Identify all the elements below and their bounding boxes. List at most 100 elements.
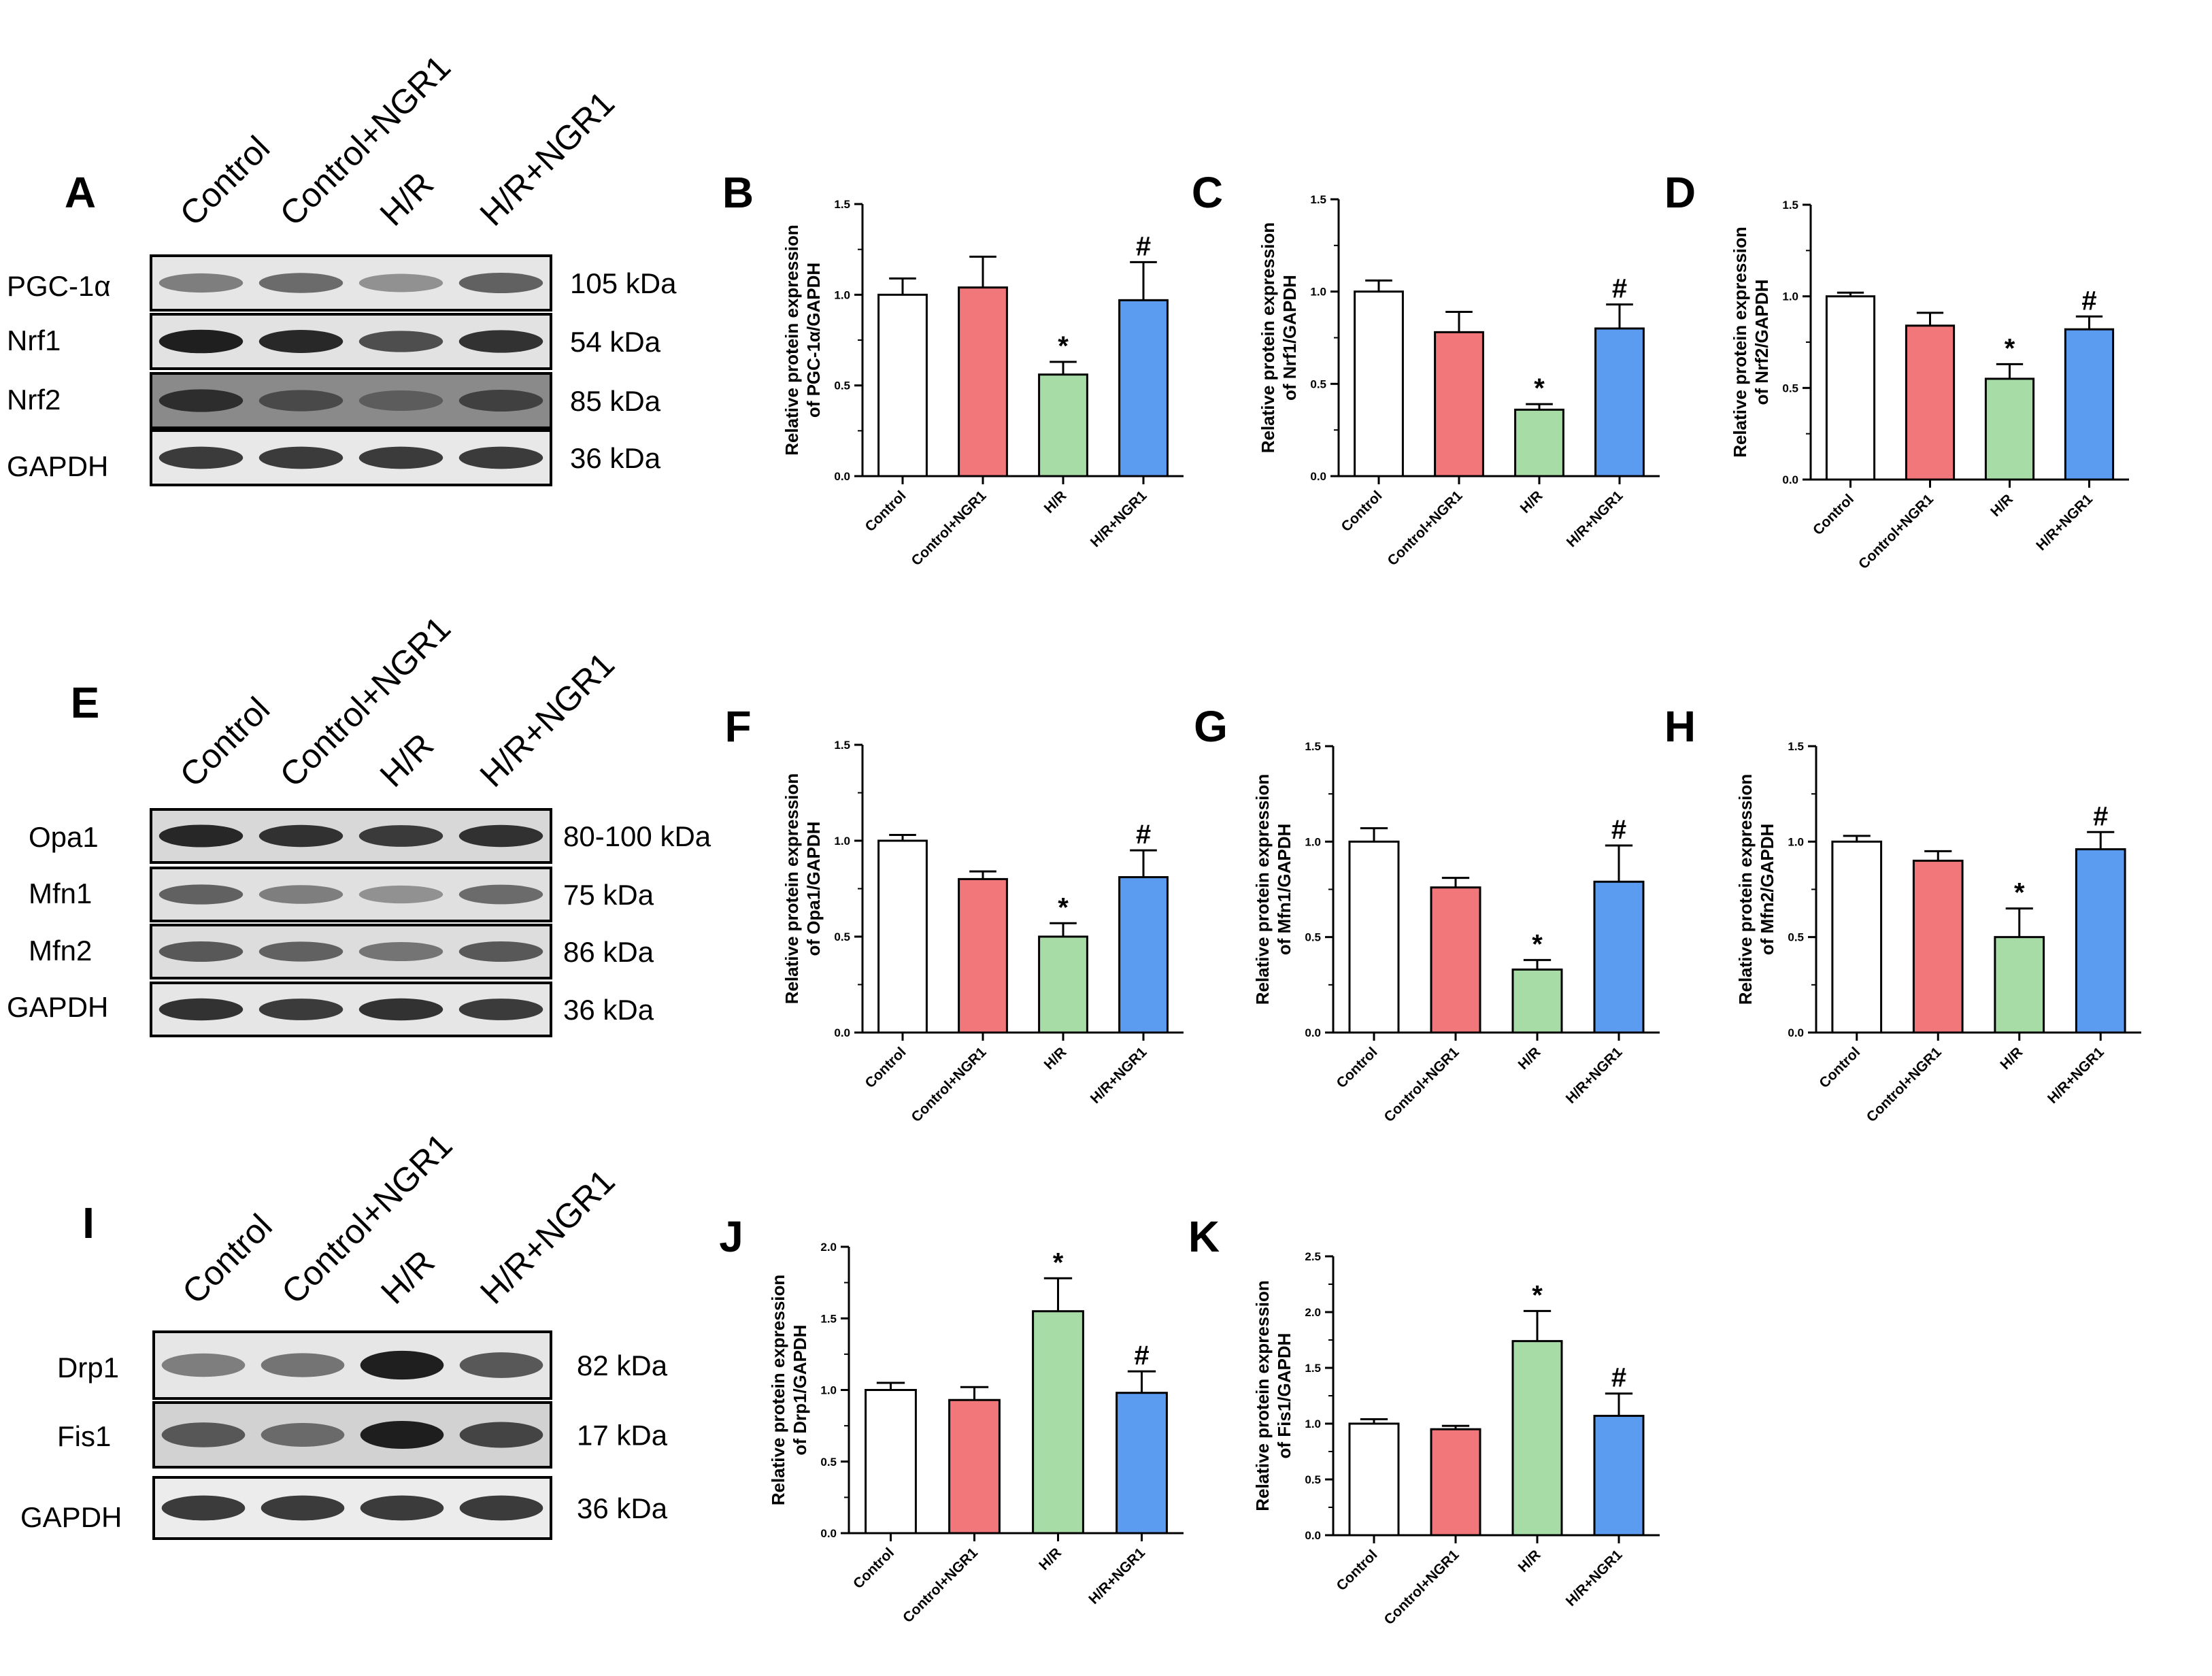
x-category-label: Control xyxy=(862,488,909,535)
protein-band xyxy=(358,885,443,904)
x-category-label: Control+NGR1 xyxy=(1385,488,1466,569)
y-axis-label: of Drp1/GAPDH xyxy=(790,1324,810,1455)
bar xyxy=(877,293,928,477)
y-tick-label: 0.0 xyxy=(1782,473,1798,486)
lane-label: Control xyxy=(173,690,278,794)
significance-star: * xyxy=(1534,373,1545,403)
y-axis-label: Relative protein expression xyxy=(782,773,802,1005)
x-category-label: H/R xyxy=(1518,488,1546,516)
protein-label: Mfn1 xyxy=(29,877,92,909)
protein-band xyxy=(458,824,543,848)
x-category-label: Control+NGR1 xyxy=(909,1044,990,1125)
protein-band xyxy=(360,1495,444,1521)
y-tick-label: 0.5 xyxy=(1305,931,1321,944)
y-tick-label: 0.5 xyxy=(1782,382,1798,395)
bar xyxy=(1354,290,1404,477)
protein-band xyxy=(458,390,543,412)
protein-band xyxy=(458,446,543,469)
y-tick-label: 0.5 xyxy=(834,380,850,392)
bar xyxy=(1511,1340,1563,1537)
x-category-label: Control xyxy=(1810,491,1857,538)
panel-letter: D xyxy=(1664,168,1696,217)
x-category-label: Control+NGR1 xyxy=(1381,1044,1462,1125)
panel-letter: A xyxy=(65,168,96,217)
protein-band xyxy=(258,941,343,962)
y-tick-label: 2.0 xyxy=(820,1241,837,1254)
protein-band xyxy=(358,390,443,412)
y-tick-label: 0.5 xyxy=(1310,378,1326,390)
significance-hash: # xyxy=(1611,1363,1626,1393)
kda-label: 75 kDa xyxy=(563,879,654,911)
x-category-label: Control xyxy=(1338,488,1385,535)
protein-label: GAPDH xyxy=(7,991,108,1023)
protein-band xyxy=(258,390,343,412)
protein-band xyxy=(358,273,443,292)
significance-hash: # xyxy=(1136,231,1151,261)
y-tick-label: 1.5 xyxy=(1305,1362,1321,1375)
y-tick-label: 1.5 xyxy=(1310,193,1326,206)
panel-letter: C xyxy=(1192,168,1223,217)
bar xyxy=(958,286,1008,477)
y-tick-label: 1.0 xyxy=(820,1384,837,1397)
bar xyxy=(1348,840,1400,1034)
protein-band xyxy=(458,941,543,962)
protein-label: Drp1 xyxy=(57,1352,119,1384)
kda-label: 85 kDa xyxy=(570,385,661,417)
protein-band xyxy=(358,825,443,847)
y-tick-label: 0.0 xyxy=(1305,1026,1321,1039)
protein-band xyxy=(459,1422,543,1448)
bar xyxy=(865,1389,917,1535)
x-category-label: Control+NGR1 xyxy=(1856,491,1937,572)
y-axis-label: Relative protein expression xyxy=(1252,1280,1273,1511)
protein-band xyxy=(258,330,343,353)
lane-label: H/R+NGR1 xyxy=(473,84,622,233)
x-category-label: H/R+NGR1 xyxy=(1563,1044,1626,1107)
bar xyxy=(1348,1422,1400,1537)
bar xyxy=(1994,936,2045,1034)
bar-chart-K: K 0.0 0.5 1.0 1.5 2.0 2.5 Relative protein expr… xyxy=(1188,1212,1660,1628)
protein-band xyxy=(158,941,244,962)
lane-label: Control xyxy=(173,129,278,233)
significance-star: * xyxy=(2014,878,2025,908)
bar xyxy=(877,839,928,1034)
protein-band xyxy=(258,824,343,848)
x-category-label: H/R+NGR1 xyxy=(1564,488,1626,550)
y-tick-label: 1.5 xyxy=(1305,740,1321,753)
y-tick-label: 1.0 xyxy=(834,288,850,301)
protein-band xyxy=(258,446,343,469)
y-tick-label: 1.0 xyxy=(1305,835,1321,848)
protein-band xyxy=(360,1420,444,1449)
lane-label: H/R xyxy=(373,1243,441,1311)
protein-band xyxy=(261,1495,345,1521)
significance-star: * xyxy=(1532,1280,1543,1310)
bar xyxy=(948,1398,1001,1535)
lane-label: Control+NGR1 xyxy=(274,1126,459,1311)
protein-band xyxy=(158,446,244,469)
y-tick-label: 2.5 xyxy=(1305,1250,1321,1263)
protein-band xyxy=(258,885,343,904)
y-tick-label: 1.0 xyxy=(1782,290,1798,303)
y-axis-label: of Fis1/GAPDH xyxy=(1274,1333,1294,1459)
x-category-label: H/R xyxy=(1041,1044,1070,1073)
y-tick-label: 1.5 xyxy=(834,739,850,752)
y-axis-label: Relative protein expression xyxy=(782,224,802,456)
x-category-label: Control xyxy=(1333,1547,1380,1594)
significance-hash: # xyxy=(1612,274,1627,304)
protein-label: Nrf2 xyxy=(7,384,61,416)
protein-label: Mfn2 xyxy=(29,935,92,967)
significance-star: * xyxy=(1532,929,1543,959)
protein-band xyxy=(158,389,244,412)
protein-band xyxy=(258,999,343,1020)
y-axis-label: of Opa1/GAPDH xyxy=(803,822,824,956)
panel-letter: H xyxy=(1664,702,1696,751)
bar xyxy=(1430,1428,1481,1537)
significance-hash: # xyxy=(1134,1341,1149,1371)
x-category-label: H/R xyxy=(1997,1044,2026,1073)
x-category-label: Control xyxy=(862,1044,909,1091)
kda-label: 54 kDa xyxy=(570,326,661,358)
bar xyxy=(1825,295,1876,481)
significance-hash: # xyxy=(1611,815,1626,845)
